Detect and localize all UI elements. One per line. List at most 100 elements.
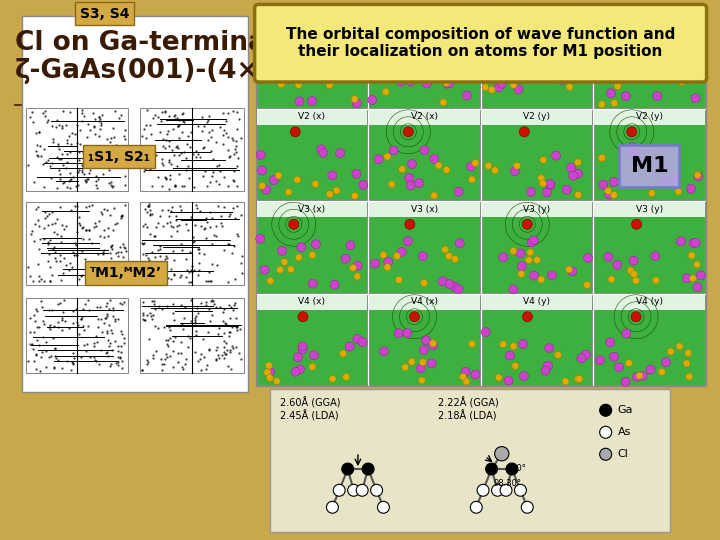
Point: [171, 215, 182, 224]
Point: [189, 221, 201, 230]
Point: [87, 276, 99, 285]
Point: [116, 341, 127, 350]
Circle shape: [312, 240, 320, 249]
Bar: [26, 298, 128, 373]
Circle shape: [675, 57, 683, 65]
Point: [180, 255, 192, 264]
Circle shape: [547, 271, 557, 280]
Circle shape: [295, 365, 305, 374]
Point: [141, 222, 153, 231]
Circle shape: [521, 501, 534, 513]
Point: [164, 171, 176, 179]
Point: [138, 316, 150, 325]
Point: [96, 111, 108, 119]
Point: [114, 299, 126, 308]
Circle shape: [393, 61, 400, 68]
Point: [78, 170, 90, 178]
Point: [93, 132, 104, 141]
Point: [203, 305, 215, 313]
Circle shape: [504, 376, 513, 385]
Point: [93, 113, 104, 122]
Point: [138, 222, 149, 231]
Point: [91, 338, 103, 346]
Point: [219, 245, 230, 254]
Point: [89, 123, 100, 131]
Point: [165, 231, 176, 240]
Point: [204, 345, 215, 354]
Point: [108, 132, 120, 141]
Point: [204, 127, 215, 136]
Circle shape: [542, 188, 552, 197]
Circle shape: [631, 163, 638, 170]
Point: [89, 114, 101, 123]
Point: [172, 122, 184, 130]
Point: [207, 240, 218, 248]
Point: [112, 347, 124, 355]
Point: [70, 182, 81, 191]
Point: [229, 299, 240, 308]
Point: [42, 156, 54, 165]
Point: [140, 271, 152, 279]
Point: [213, 323, 225, 332]
Point: [230, 314, 242, 322]
Point: [198, 224, 210, 233]
Circle shape: [629, 35, 639, 44]
Point: [24, 327, 36, 336]
Circle shape: [693, 282, 702, 292]
Point: [114, 353, 125, 362]
Point: [220, 339, 231, 348]
Point: [142, 207, 153, 216]
Circle shape: [308, 279, 318, 288]
Circle shape: [688, 252, 696, 259]
Point: [73, 274, 84, 283]
Point: [40, 338, 52, 346]
Point: [197, 127, 208, 136]
Bar: [369, 109, 480, 125]
Circle shape: [298, 345, 307, 354]
Point: [43, 322, 55, 331]
Bar: [22, 16, 248, 391]
Circle shape: [515, 484, 526, 496]
Point: [166, 206, 177, 215]
Point: [64, 184, 76, 192]
Circle shape: [499, 253, 508, 262]
Circle shape: [443, 166, 450, 173]
Circle shape: [402, 364, 409, 371]
Point: [112, 252, 124, 260]
Point: [105, 152, 117, 161]
Point: [47, 333, 58, 342]
Point: [55, 155, 67, 164]
Circle shape: [326, 501, 338, 513]
Point: [210, 356, 221, 364]
Point: [58, 308, 69, 316]
Circle shape: [418, 377, 426, 384]
Point: [34, 234, 45, 243]
Point: [153, 219, 164, 228]
Circle shape: [676, 51, 685, 59]
Circle shape: [277, 246, 287, 255]
Point: [92, 322, 104, 331]
Point: [202, 136, 213, 145]
Point: [146, 144, 158, 152]
Circle shape: [538, 174, 545, 181]
Point: [199, 250, 210, 259]
Circle shape: [258, 166, 266, 175]
Circle shape: [604, 252, 613, 261]
Point: [197, 335, 209, 344]
Point: [173, 150, 184, 159]
Point: [66, 366, 77, 375]
Point: [55, 276, 66, 285]
Point: [35, 353, 47, 361]
Circle shape: [509, 285, 518, 294]
Point: [68, 306, 79, 315]
Point: [189, 320, 200, 329]
Point: [88, 122, 99, 131]
Circle shape: [596, 73, 605, 82]
Point: [48, 322, 60, 330]
Point: [99, 205, 110, 214]
Circle shape: [563, 73, 572, 83]
Point: [140, 120, 152, 129]
Point: [34, 245, 45, 253]
Point: [53, 356, 64, 364]
Circle shape: [529, 271, 539, 280]
